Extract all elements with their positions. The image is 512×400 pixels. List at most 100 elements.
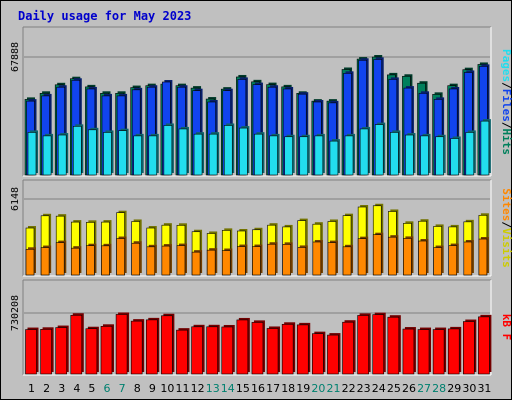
panel-bottom-ymax-label: 730208	[10, 295, 21, 331]
x-label-20: 20	[311, 382, 325, 395]
bar-pages-16	[254, 133, 263, 176]
x-label-6: 6	[104, 382, 111, 395]
bar-kb-f-12	[191, 326, 203, 375]
bar-kb-f-26	[402, 328, 415, 375]
chart-title: Daily usage for May 2023	[18, 9, 191, 23]
bar-pages-12	[193, 133, 203, 176]
bar-sites-29	[448, 245, 458, 276]
panel-bottom-legend: kB F	[500, 314, 512, 341]
bar-pages-13	[208, 133, 218, 176]
bar-pages-14	[223, 125, 233, 176]
bar-sites-25	[388, 236, 397, 276]
bar-kb-f-13	[206, 326, 218, 375]
x-label-28: 28	[432, 382, 446, 395]
x-label-21: 21	[326, 382, 340, 395]
bar-kb-f-29	[447, 328, 460, 375]
bar-pages-22	[344, 135, 354, 176]
bar-kb-f-24	[372, 314, 385, 375]
legend-separator: /	[500, 221, 512, 228]
bar-pages-6	[103, 132, 112, 176]
bar-pages-8	[133, 135, 142, 176]
bar-pages-17	[269, 135, 278, 176]
bar-kb-f-15	[236, 319, 249, 375]
bar-sites-12	[191, 251, 201, 276]
bar-pages-29	[450, 138, 460, 176]
bar-pages-1	[27, 132, 37, 176]
bar-sites-5	[86, 245, 95, 276]
legend-hits: Hits	[500, 129, 512, 156]
bar-kb-f-25	[387, 316, 400, 375]
bar-sites-6	[101, 245, 110, 276]
bar-kb-f-11	[176, 329, 188, 375]
bar-sites-18	[282, 244, 291, 276]
legend-files: Files	[500, 89, 512, 122]
x-label-15: 15	[236, 382, 250, 395]
x-label-3: 3	[58, 382, 65, 395]
bar-sites-10	[161, 245, 171, 276]
bar-kb-f-10	[161, 315, 173, 375]
bar-kb-f-17	[266, 328, 279, 375]
bar-pages-31	[480, 120, 490, 176]
x-label-23: 23	[357, 382, 371, 395]
x-label-13: 13	[206, 382, 220, 395]
bar-sites-2	[40, 247, 50, 276]
bar-kb-f-8	[130, 320, 143, 375]
x-axis-labels: 1 2 3 4 5 6 7 8 9 10 11 12 13 14 15 16 17 18 19 20 21 22 23 24 2…	[28, 382, 491, 395]
x-label-31: 31	[477, 382, 491, 395]
bar-sites-1	[25, 248, 35, 276]
x-label-14: 14	[221, 382, 235, 395]
bar-sites-4	[70, 247, 80, 276]
panel-middle-ymax-label: 6148	[10, 187, 21, 211]
x-label-8: 8	[134, 382, 141, 395]
bar-kb-f-19	[296, 324, 309, 375]
bar-sites-26	[403, 238, 412, 276]
bar-sites-3	[55, 242, 65, 276]
bar-pages-15	[239, 127, 248, 176]
bar-pages-9	[148, 135, 158, 176]
x-label-26: 26	[402, 382, 416, 395]
bar-kb-f-21	[327, 334, 339, 375]
bar-pages-25	[390, 132, 399, 176]
bar-kb-f-18	[281, 323, 294, 375]
bar-sites-19	[297, 247, 307, 276]
bar-sites-17	[267, 243, 276, 276]
bar-pages-18	[284, 136, 293, 176]
bar-sites-16	[252, 246, 261, 276]
bar-kb-f-2	[40, 329, 52, 375]
x-label-2: 2	[43, 382, 50, 395]
bar-kb-f-1	[25, 329, 37, 375]
panel-top-ymax-label: 67888	[10, 42, 21, 72]
bar-sites-9	[146, 246, 156, 276]
bar-sites-20	[312, 241, 322, 276]
bar-sites-31	[478, 238, 488, 276]
bar-kb-f-23	[357, 315, 369, 375]
bar-kb-f-28	[432, 329, 445, 375]
bar-pages-30	[465, 132, 475, 176]
bar-pages-20	[314, 135, 324, 176]
x-label-30: 30	[462, 382, 476, 395]
bar-pages-5	[88, 129, 97, 176]
x-label-9: 9	[149, 382, 156, 395]
bar-pages-19	[299, 136, 309, 176]
bar-sites-22	[342, 246, 352, 276]
bar-kb-f-16	[251, 322, 264, 375]
bar-sites-23	[357, 238, 367, 276]
legend-separator: /	[500, 122, 512, 129]
x-label-10: 10	[160, 382, 174, 395]
bar-sites-24	[372, 234, 382, 276]
bar-pages-11	[178, 128, 188, 176]
bar-kb-f-14	[221, 326, 234, 375]
bar-pages-28	[435, 136, 444, 176]
bar-pages-7	[118, 130, 127, 176]
bar-sites-7	[116, 238, 125, 276]
legend-visits: Visits	[500, 228, 512, 268]
bar-sites-13	[206, 249, 216, 276]
bar-sites-30	[463, 241, 473, 276]
bar-sites-11	[176, 245, 186, 276]
bar-kb-f-30	[463, 321, 475, 375]
x-label-22: 22	[342, 382, 356, 395]
bar-kb-f-7	[115, 314, 128, 375]
bar-pages-21	[329, 140, 339, 176]
